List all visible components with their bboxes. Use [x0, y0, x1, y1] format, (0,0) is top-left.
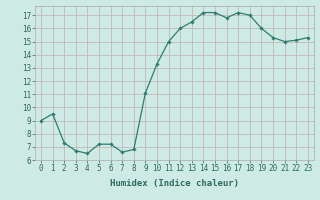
X-axis label: Humidex (Indice chaleur): Humidex (Indice chaleur) [110, 179, 239, 188]
